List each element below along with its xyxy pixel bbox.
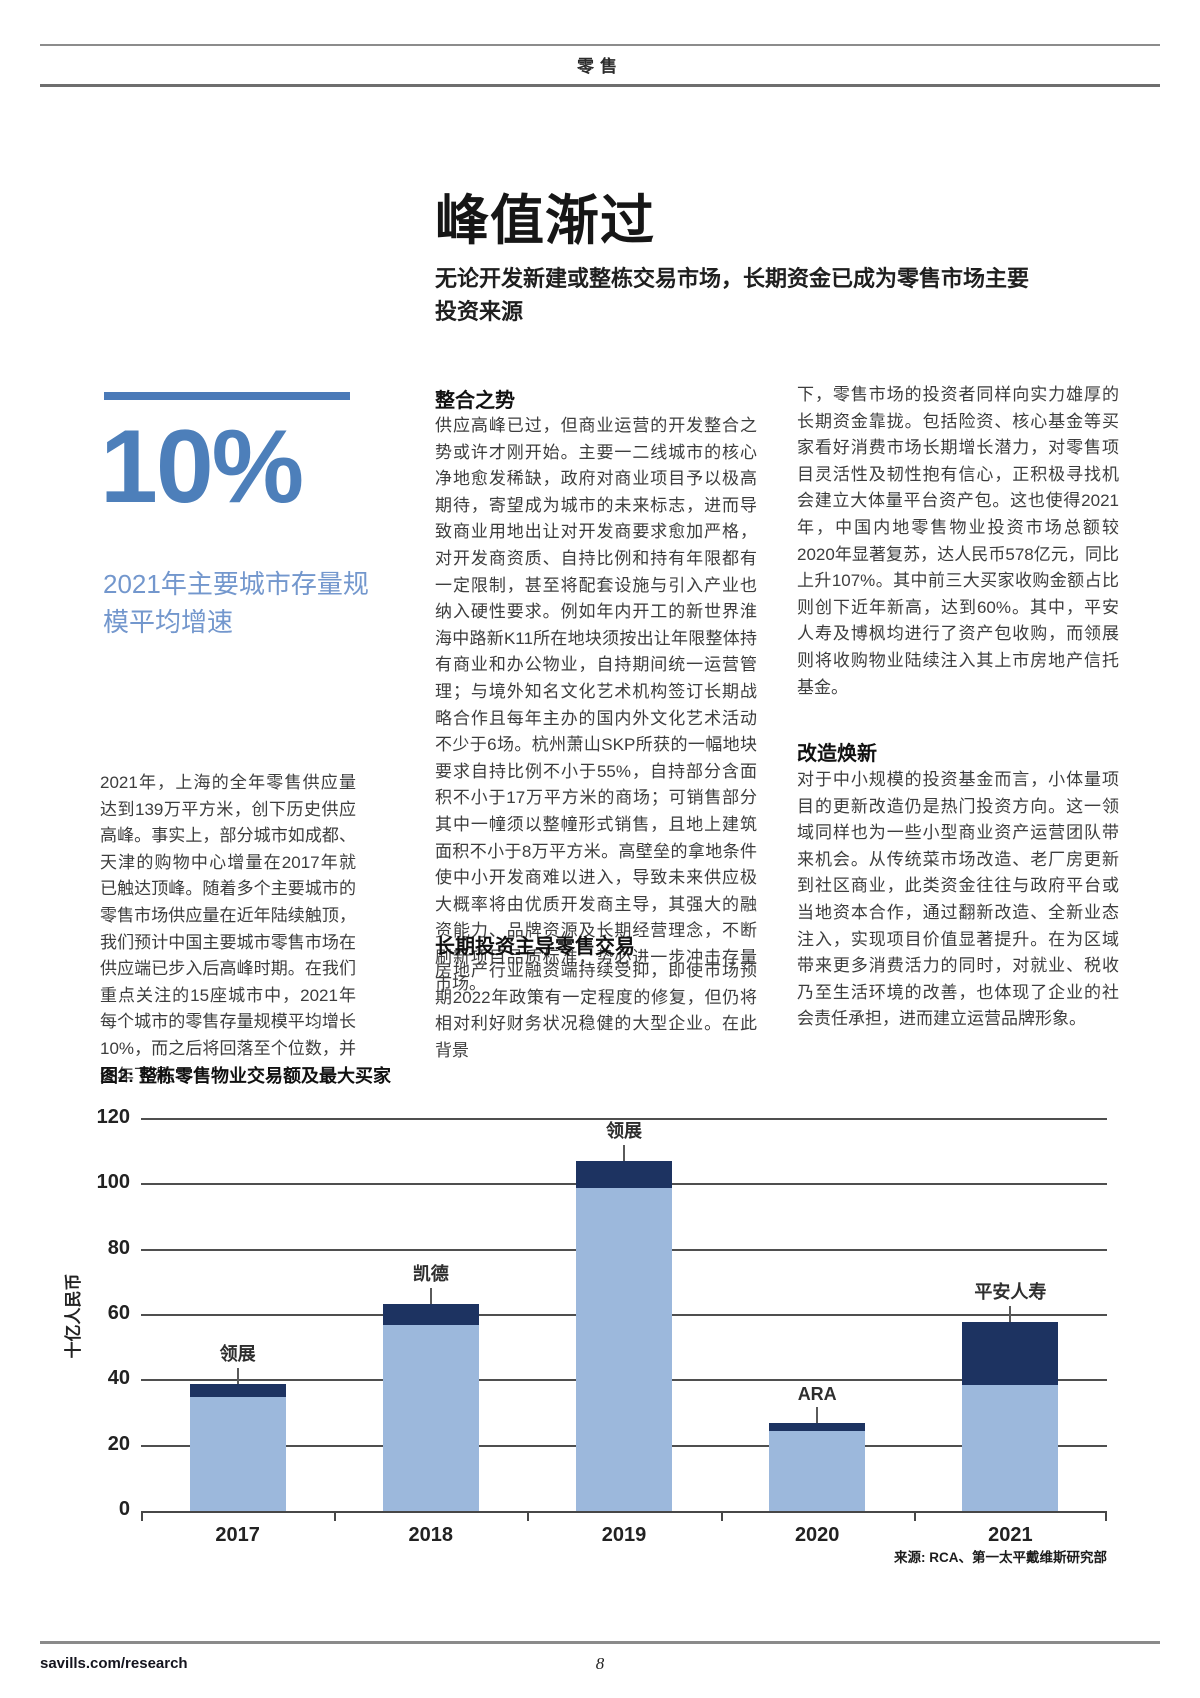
y-tick-label-0: 0 [118,1498,130,1520]
buyer-label-connector-2017 [236,1367,239,1384]
chart-title: 图2: 整栋零售物业交易额及最大买家 [100,1066,392,1086]
x-axis-label-2019: 2019 [601,1524,647,1546]
bar-2020-others [769,1430,866,1511]
buyer-label-2017: 领展 [219,1343,256,1364]
header-top-rule [40,44,1160,46]
chart-y-axis-tick-labels: 0 20 40 60 80 100 120 [40,1106,130,1520]
section-body-consolidation: 供应高峰已过，但商业运营的开发整合之势或许才刚开始。主要一二线城市的核心净地愈发… [435,416,757,994]
left-column-paragraph: 2021年，上海的全年零售供应量达到139万平方米，创下历史供应高峰。事实上，部… [100,773,356,1085]
article-subtitle: 无论开发新建或整栋交易市场，长期资金已成为零售市场主要投资来源 [435,266,1030,324]
highlight-stat-caption: 2021年主要城市存量规模平均增速 [103,569,369,637]
right-column-continuation: 下，零售市场的投资者同样向实力雄厚的长期资金靠拢。包括险资、核心基金等买家看好消… [797,385,1119,697]
bar-2017-others [189,1396,286,1511]
x-axis-tick-1 [334,1513,337,1521]
y-tick-label-80: 80 [107,1236,130,1259]
buyer-label-connector-2019 [623,1145,625,1162]
footer-website-link[interactable]: savills.com/research [40,1655,188,1672]
chart-x-axis-labels: 2017 2018 2019 2020 2021 [141,1524,1107,1548]
buyer-label-connector-2020 [816,1406,819,1423]
footer-rule [40,1641,1160,1644]
y-tick-label-20: 20 [107,1432,130,1455]
bar-2021-others [962,1385,1059,1511]
x-axis-label-2021: 2021 [988,1524,1033,1546]
x-axis-tick-5 [1105,1513,1107,1521]
bar-2017-largest-buyer [189,1383,286,1397]
x-axis-label-2018: 2018 [408,1524,454,1546]
y-tick-label-60: 60 [107,1302,130,1324]
buyer-label-2019: 领展 [606,1121,642,1142]
x-axis-tick-3 [720,1513,723,1521]
bar-2019-others [576,1187,672,1511]
section-body-longterm-investment: 房地产行业融资端持续受抑，即使市场预期2022年政策有一定程度的修复，但仍将相对… [435,961,757,1060]
x-axis-tick-2 [527,1513,530,1521]
header-bottom-rule [40,84,1160,87]
y-tick-label-120: 120 [96,1106,130,1128]
section-heading-renovation: 改造焕新 [797,743,877,765]
buyer-label-connector-2018 [429,1287,432,1304]
x-axis-tick-4 [913,1513,916,1521]
chart-source-note: 来源: RCA、第一太平戴维斯研究部 [894,1550,1107,1565]
page-number: 8 [595,1654,605,1673]
buyer-label-2018: 凯德 [412,1263,449,1284]
bar-2021-largest-buyer [962,1321,1059,1386]
x-axis-label-2020: 2020 [794,1524,840,1546]
x-axis-tick-0 [141,1513,143,1521]
bar-2020-largest-buyer [769,1422,866,1431]
buyer-label-2021: 平安人寿 [974,1281,1047,1302]
section-heading-consolidation: 整合之势 [435,390,515,412]
chart-gridline-120 [141,1118,1107,1120]
section-header: 零售 [577,57,623,76]
x-axis-label-2017: 2017 [215,1524,260,1546]
bar-2018-largest-buyer [382,1303,479,1325]
y-tick-label-40: 40 [107,1367,130,1390]
highlight-stat-value: 10% [100,409,304,525]
section-body-renovation: 对于中小规模的投资基金而言，小体量项目的更新改造仍是热门投资方向。这一领域同样也… [797,770,1119,1029]
stat-accent-bar [104,392,350,400]
y-tick-label-100: 100 [96,1171,130,1194]
bar-2019-largest-buyer [576,1161,672,1188]
section-heading-longterm-investment: 长期投资主导零售交易 [435,936,635,958]
page-title: 峰值渐过 [435,191,655,251]
bar-2018-others [382,1324,479,1511]
chart-plot-area: 领展 凯德 领展 ARA 平安人寿 [141,1118,1107,1513]
buyer-label-2020: ARA [797,1383,837,1404]
buyer-label-connector-2021 [1009,1305,1012,1322]
